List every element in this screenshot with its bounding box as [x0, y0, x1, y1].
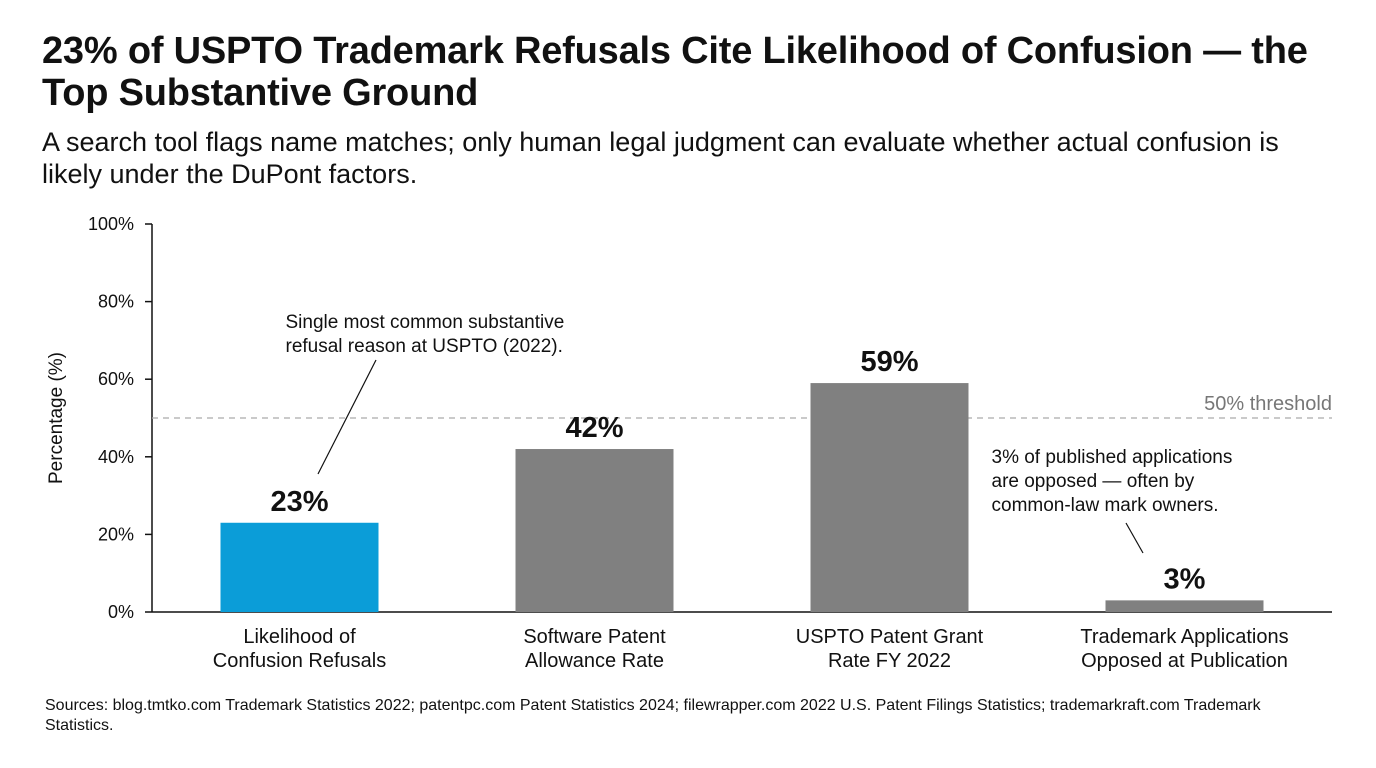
- value-label: 59%: [860, 346, 918, 378]
- y-ticks: 0% 20% 40% 60% 80% 100%: [88, 214, 152, 622]
- threshold-label: 50% threshold: [1204, 393, 1332, 415]
- value-label: 23%: [270, 486, 328, 518]
- value-labels: 23% 42% 59% 3%: [270, 346, 1205, 595]
- annotation-text: Single most common substantive refusal re…: [286, 312, 565, 357]
- annotation-line: are opposed — often by: [992, 471, 1195, 492]
- annotation-leader-line: [317, 359, 377, 475]
- category-label-line: Trademark Applications: [1080, 626, 1288, 648]
- category-label-line: Likelihood of: [243, 626, 356, 648]
- category-labels: Likelihood of Confusion Refusals Software …: [213, 626, 1289, 672]
- category-label-line: Confusion Refusals: [213, 650, 386, 672]
- category-label-line: Software Patent: [523, 626, 666, 648]
- y-tick-label: 0%: [108, 602, 134, 622]
- category-label-line: Opposed at Publication: [1081, 650, 1288, 672]
- category-label: USPTO Patent Grant Rate FY 2022: [796, 626, 984, 672]
- category-label: Software Patent Allowance Rate: [523, 626, 666, 672]
- y-tick-label: 20%: [98, 524, 134, 544]
- sources-note: Sources: blog.tmtko.com Trademark Statis…: [45, 697, 1261, 734]
- value-label: 42%: [565, 412, 623, 444]
- y-tick-label: 40%: [98, 447, 134, 467]
- chart-subtitle: A search tool flags name matches; only h…: [42, 127, 1279, 189]
- bars: [220, 383, 1264, 612]
- threshold-group: 50% threshold: [152, 393, 1332, 419]
- annotation-line: 3% of published applications: [992, 447, 1233, 468]
- annotation-leader-line: [1125, 522, 1144, 554]
- annotation-line: refusal reason at USPTO (2022).: [286, 336, 563, 357]
- bar: [810, 383, 969, 612]
- y-tick-label: 80%: [98, 292, 134, 312]
- annotation-line: common-law mark owners.: [992, 495, 1219, 516]
- y-tick-label: 60%: [98, 369, 134, 389]
- annotation-line: Single most common substantive: [286, 312, 565, 333]
- y-axis-label: Percentage (%): [46, 352, 67, 484]
- category-label-line: Rate FY 2022: [828, 650, 951, 672]
- category-label-line: USPTO Patent Grant: [796, 626, 984, 648]
- bar: [220, 522, 379, 612]
- value-label: 3%: [1164, 563, 1206, 595]
- category-label-line: Allowance Rate: [525, 650, 664, 672]
- bar: [1105, 600, 1264, 612]
- annotation-text: 3% of published applications are opposed …: [992, 447, 1233, 516]
- bar: [515, 449, 674, 612]
- category-label: Trademark Applications Opposed at Publica…: [1080, 626, 1288, 672]
- y-tick-label: 100%: [88, 214, 134, 234]
- annotations: Single most common substantive refusal re…: [286, 312, 1233, 554]
- chart-title: 23% of USPTO Trademark Refusals Cite Lik…: [42, 30, 1308, 114]
- category-label: Likelihood of Confusion Refusals: [213, 626, 386, 672]
